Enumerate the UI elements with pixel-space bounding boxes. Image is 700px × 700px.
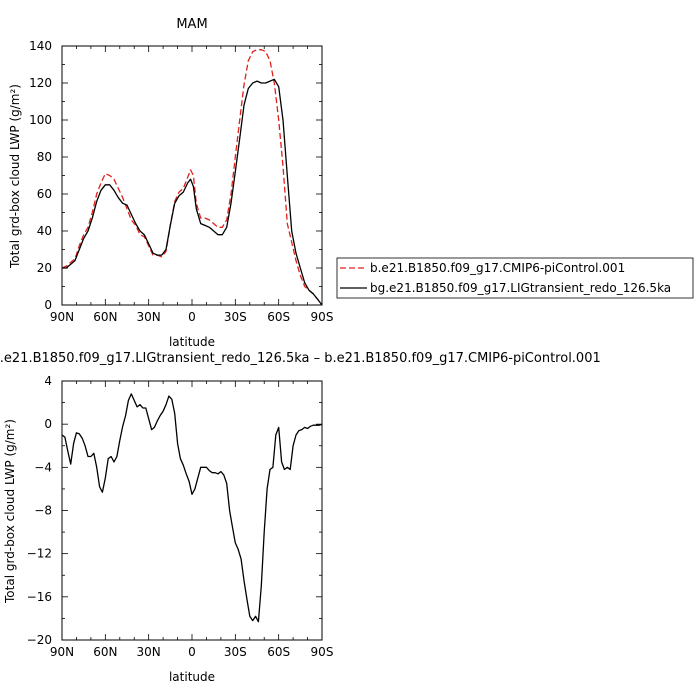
bottom-x-axis-label: latitude [169, 670, 215, 684]
panel-1-y-tick-label: 4 [44, 374, 52, 388]
panel-1-x-tick-label: 90S [311, 645, 334, 659]
panel-0-x-tick-label: 0 [188, 310, 196, 324]
panel-1-x-tick-label: 90N [50, 645, 74, 659]
panel-0-frame [61, 45, 323, 306]
panel-1-x-tick-label: 60N [93, 645, 117, 659]
panel-0-y-tick-label: 40 [37, 224, 52, 238]
legend-box [336, 257, 694, 299]
bottom-title: bg.e21.B1850.f09_g17.LIGtransient_redo_1… [0, 351, 601, 366]
top-plot-area: 90N 60N 30N 0 30S 60S 90S 0 20 40 60 80 100 120 140 [29, 39, 333, 324]
panel-1-x-tick-label: 30S [224, 645, 247, 659]
top-title: MAM [176, 17, 207, 32]
panel-1-y-tick-label: −12 [27, 547, 52, 561]
panel-1-x-tick-label: 60S [267, 645, 290, 659]
panel-0-y-tick-label: 80 [37, 150, 52, 164]
panel-0-series-2-line [62, 78, 323, 306]
panel-0-x-tick-label: 90N [50, 310, 74, 324]
panel-0-y-tick-label: 20 [37, 261, 52, 275]
panel-1-y-tick-label: 0 [44, 417, 52, 431]
legend: b.e21.B1850.f09_g17.CMIP6-piControl.001 … [336, 257, 694, 299]
panel-0-y-tick-label: 120 [29, 76, 52, 90]
legend-label-series-1: b.e21.B1850.f09_g17.CMIP6-piControl.001 [370, 261, 625, 275]
bottom-plot-area: 90N 60N 30N 0 30S 60S 90S 4 0 −4 −8 −12 −16 −20 [27, 374, 334, 659]
top-panel: MAM 90N 60N 30N 0 30S 60S 90S 0 20 40 60 80 100 120 14… [8, 17, 333, 349]
bottom-y-axis-label: Total grd-box cloud LWP (g/m²) [3, 419, 17, 604]
legend-label-series-2: bg.e21.B1850.f09_g17.LIGtransient_redo_1… [370, 281, 671, 295]
panel-1-y-tick-label: −16 [27, 590, 52, 604]
panel-0-series-1-line [61, 49, 323, 306]
panel-1-y-tick-label: −20 [27, 633, 52, 647]
panel-0-x-tick-label: 30S [224, 310, 247, 324]
panel-0-x-tick-label: 60S [267, 310, 290, 324]
panel-0-y-tick-label: 140 [29, 39, 52, 53]
bottom-panel: bg.e21.B1850.f09_g17.LIGtransient_redo_1… [0, 351, 601, 684]
panel-0-x-tick-label: 90S [311, 310, 334, 324]
top-x-axis-label: latitude [169, 335, 215, 349]
panel-0-y-tick-label: 0 [44, 298, 52, 312]
panel-1-series-1-line [61, 393, 323, 623]
panel-1-x-tick-label: 0 [188, 645, 196, 659]
panel-1-y-tick-label: −4 [34, 460, 52, 474]
panel-0-x-tick-label: 30N [137, 310, 161, 324]
top-y-axis-label: Total grd-box cloud LWP (g/m²) [8, 84, 22, 269]
panel-0-y-tick-label: 60 [37, 187, 52, 201]
panel-1-y-tick-label: −8 [34, 504, 52, 518]
panel-1-frame [61, 380, 323, 641]
panel-0-x-tick-label: 60N [93, 310, 117, 324]
panel-0-y-tick-label: 100 [29, 113, 52, 127]
panel-1-x-tick-label: 30N [137, 645, 161, 659]
